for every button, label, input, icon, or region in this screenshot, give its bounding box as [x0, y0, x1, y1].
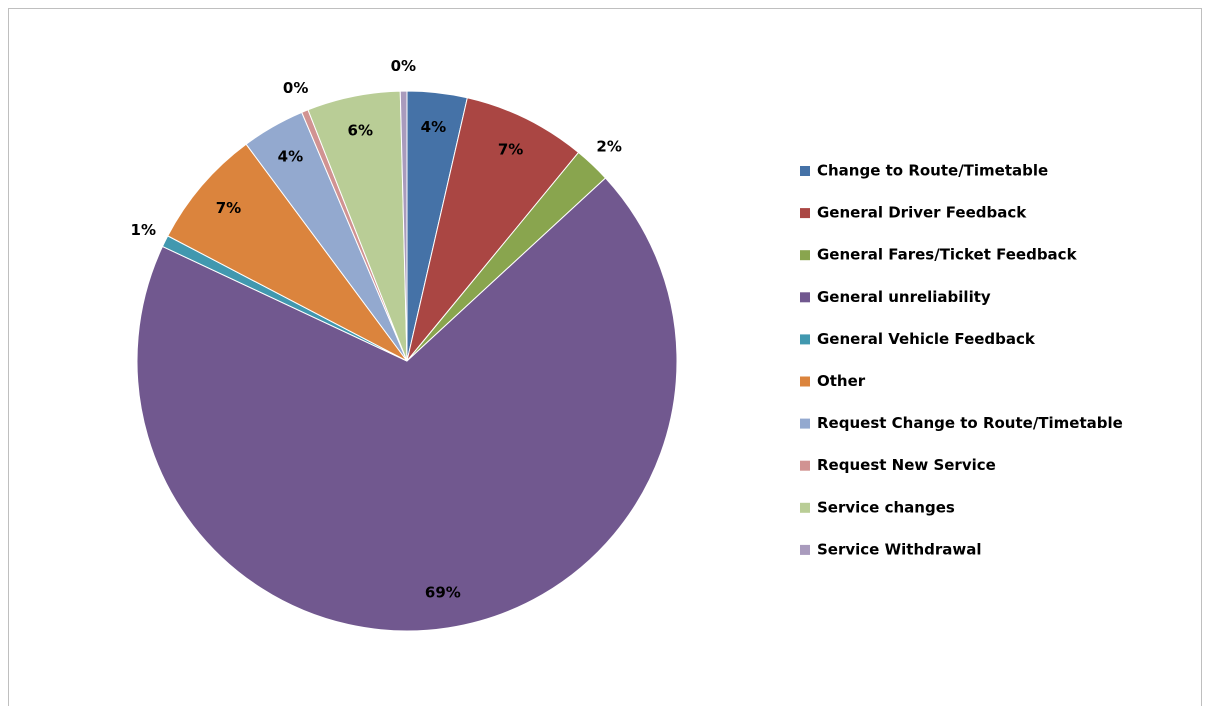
data-label: 1% — [131, 221, 156, 239]
pie-slice — [406, 97, 580, 362]
legend-swatch — [800, 334, 810, 345]
pie-slice — [167, 143, 408, 362]
data-label: 4% — [278, 148, 303, 166]
legend-label: General Vehicle Feedback — [817, 330, 1036, 348]
pie-slice — [136, 177, 678, 632]
legend-label: Request New Service — [817, 456, 996, 474]
legend-swatch — [800, 250, 810, 261]
data-label: 6% — [348, 121, 373, 139]
legend-label: Other — [817, 372, 866, 390]
legend-label: General Fares/Ticket Feedback — [817, 246, 1078, 264]
legend-swatch — [800, 376, 810, 387]
data-label: 0% — [391, 57, 416, 75]
data-label: 4% — [421, 118, 446, 136]
data-label: 7% — [498, 141, 523, 159]
legend-swatch — [800, 460, 810, 471]
legend-label: Request Change to Route/Timetable — [817, 414, 1123, 432]
data-label: 2% — [596, 138, 621, 156]
legend-swatch — [800, 208, 810, 219]
data-label: 7% — [216, 199, 241, 217]
legend-label: General Driver Feedback — [817, 204, 1027, 222]
legend-swatch — [800, 544, 810, 555]
legend-swatch — [800, 166, 810, 176]
legend-swatch — [800, 292, 810, 303]
legend-swatch — [800, 418, 810, 429]
data-label: 0% — [283, 79, 308, 97]
legend-label: Service Withdrawal — [817, 540, 982, 558]
data-label: 69% — [425, 584, 461, 602]
pie-slice — [399, 90, 408, 362]
legend-label: Service changes — [817, 498, 955, 516]
legend-swatch — [800, 502, 810, 513]
legend-label: Change to Route/Timetable — [817, 162, 1048, 180]
legend-label: General unreliability — [817, 288, 991, 306]
